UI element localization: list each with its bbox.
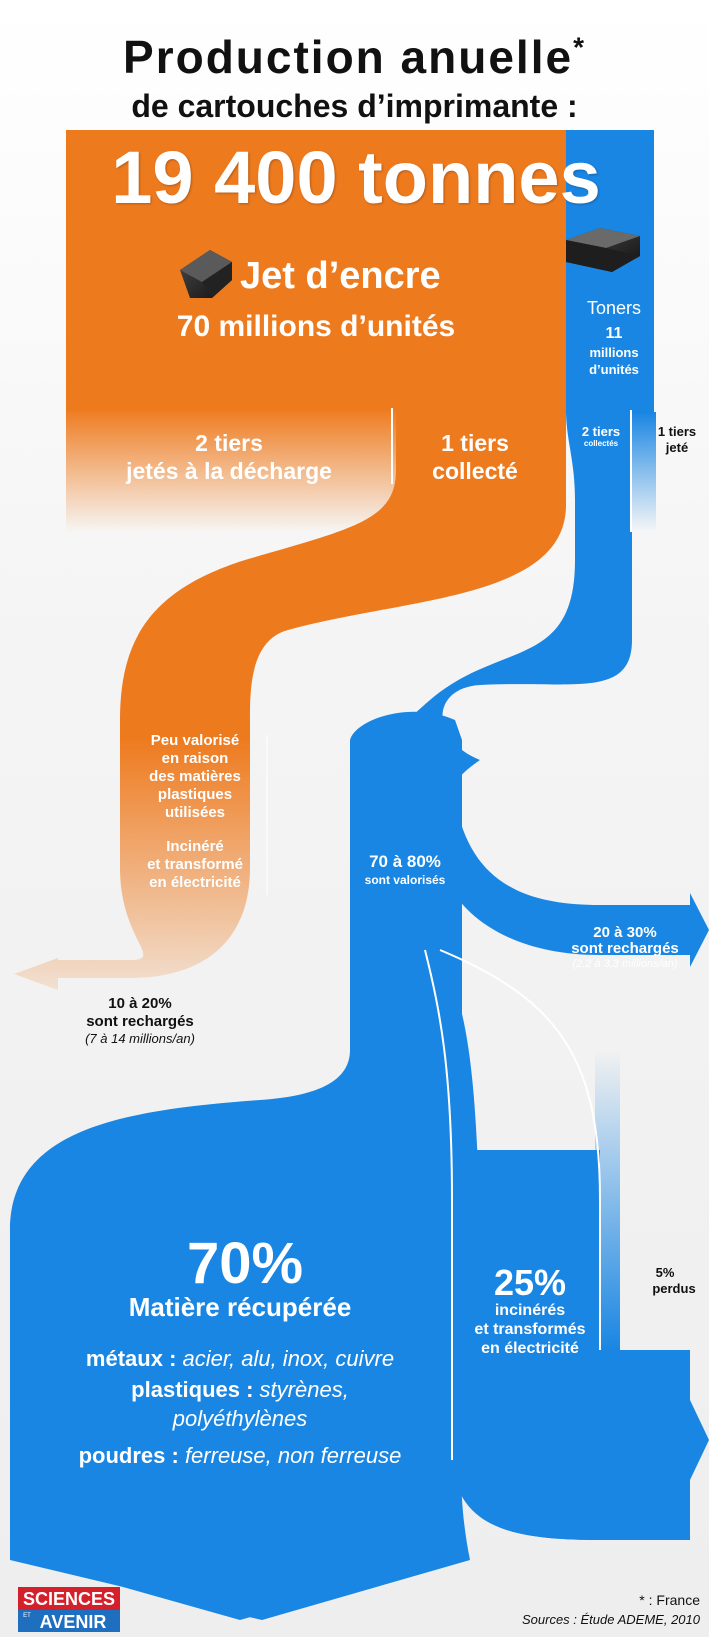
toner-lost-divider bbox=[439, 949, 601, 1350]
subtitle: de cartouches d’imprimante : bbox=[131, 88, 578, 124]
inkjet-lower-stream bbox=[14, 738, 250, 990]
toner-label: Toners bbox=[586, 298, 642, 318]
toner-recharged-stream bbox=[440, 800, 709, 967]
inkjet-collected-stream bbox=[120, 408, 566, 740]
inkjet-units: 70 millions d’unités bbox=[176, 310, 456, 343]
inkjet-flow bbox=[14, 130, 566, 990]
sciences-avenir-logo bbox=[18, 1587, 120, 1632]
toner-units-line2: millions bbox=[589, 345, 639, 360]
recovered-flow bbox=[10, 1000, 470, 1620]
metals-value: acier, alu, inox, cuivre bbox=[182, 1346, 395, 1371]
recovered-metals: métaux : acier, alu, inox, cuivre bbox=[20, 1346, 460, 1372]
incinerated-pct: 25% bbox=[493, 1262, 567, 1303]
lost-pct: 5% bbox=[655, 1265, 675, 1280]
inkjet-note-line7: et transformé bbox=[147, 856, 243, 873]
inkjet-main-block bbox=[66, 130, 566, 410]
powders-value: ferreuse, non ferreuse bbox=[184, 1443, 402, 1468]
inkjet-cartridge-icon bbox=[180, 250, 232, 298]
plastics-value-line2: polyéthylènes bbox=[172, 1406, 308, 1431]
inkjet-collected-line2: collecté bbox=[432, 458, 518, 484]
footnote: * : France bbox=[639, 1592, 700, 1608]
incinerated-line1: incinérés bbox=[494, 1302, 566, 1319]
inkjet-discarded-line2: jetés à la décharge bbox=[126, 458, 332, 484]
lost-label: perdus bbox=[652, 1281, 696, 1296]
toner-discarded-line1: 1 tiers bbox=[657, 424, 697, 439]
total-tonnage: 19 400 tonnes bbox=[111, 136, 601, 219]
toner-valorised-line1: 70 à 80% bbox=[369, 852, 441, 871]
toner-collected-line1: 2 tiers bbox=[581, 424, 621, 439]
toner-discarded-fade bbox=[631, 412, 656, 532]
plastics-value-line1: styrènes, bbox=[259, 1377, 349, 1402]
incinerated-line3: en électricité bbox=[481, 1340, 579, 1357]
toner-cartridge-icon bbox=[566, 228, 640, 272]
inkjet-discarded-fade bbox=[66, 408, 396, 533]
sources: Sources : Étude ADEME, 2010 bbox=[521, 1612, 700, 1627]
toner-valorised-stream bbox=[350, 711, 462, 1010]
toner-valorised-divider bbox=[424, 949, 453, 1460]
inkjet-label: Jet d’encre bbox=[240, 255, 441, 297]
toner-recharged-line2: sont rechargés bbox=[571, 940, 679, 957]
lost-flow bbox=[595, 1050, 620, 1350]
toner-main-block bbox=[566, 130, 654, 414]
toner-recharged-line1: 20 à 30% bbox=[593, 924, 657, 941]
inkjet-note-line3: des matières bbox=[149, 768, 241, 785]
toner-units-line1: 11 bbox=[605, 325, 623, 342]
inkjet-note-line4: plastiques bbox=[157, 786, 233, 803]
toner-units-line3: d’unités bbox=[589, 362, 639, 377]
inkjet-recharged-line1: 10 à 20% bbox=[108, 995, 172, 1012]
toner-valorised-line2: sont valorisés bbox=[364, 873, 446, 887]
toner-discarded-line2: jeté bbox=[665, 440, 689, 455]
title: Production anuelle* bbox=[123, 31, 586, 83]
inkjet-recharged-line3: (7 à 14 millions/an) bbox=[85, 1031, 195, 1046]
toner-recharged-line3: (2,2 à 3,3 millions/an) bbox=[572, 958, 678, 970]
inkjet-discarded-line1: 2 tiers bbox=[195, 430, 263, 456]
incinerated-line2: et transformés bbox=[474, 1321, 586, 1338]
logo-line1: SCIENCES bbox=[22, 1589, 116, 1609]
toner-collected-line2: collectés bbox=[583, 439, 619, 448]
recovered-label: Matière récupérée bbox=[128, 1292, 352, 1322]
recovered-plastics: plastiques : styrènes, bbox=[20, 1377, 460, 1403]
title-asterisk: * bbox=[573, 31, 586, 63]
recovered-arrow-tip bbox=[10, 1555, 470, 1620]
inkjet-note-line8: en électricité bbox=[149, 874, 241, 891]
incinerated-body bbox=[455, 1150, 709, 1540]
inkjet-note-line6: Incinéré bbox=[166, 838, 224, 855]
logo-line2: AVENIR bbox=[39, 1612, 107, 1632]
inkjet-recharged-line2: sont rechargés bbox=[86, 1013, 194, 1030]
recovered-powders: poudres : ferreuse, non ferreuse bbox=[20, 1443, 460, 1469]
logo-small: ET bbox=[23, 1613, 31, 1619]
inkjet-note-line2: en raison bbox=[161, 750, 229, 767]
inkjet-note-line1: Peu valorisé bbox=[150, 732, 240, 749]
plastics-label: plastiques : bbox=[131, 1377, 254, 1402]
toner-flow bbox=[10, 130, 709, 1620]
metals-label: métaux : bbox=[85, 1346, 177, 1371]
inkjet-collected-line1: 1 tiers bbox=[441, 430, 509, 456]
powders-label: poudres : bbox=[78, 1443, 179, 1468]
recovered-pct: 70% bbox=[186, 1231, 304, 1296]
inkjet-note-line5: utilisées bbox=[164, 804, 226, 821]
